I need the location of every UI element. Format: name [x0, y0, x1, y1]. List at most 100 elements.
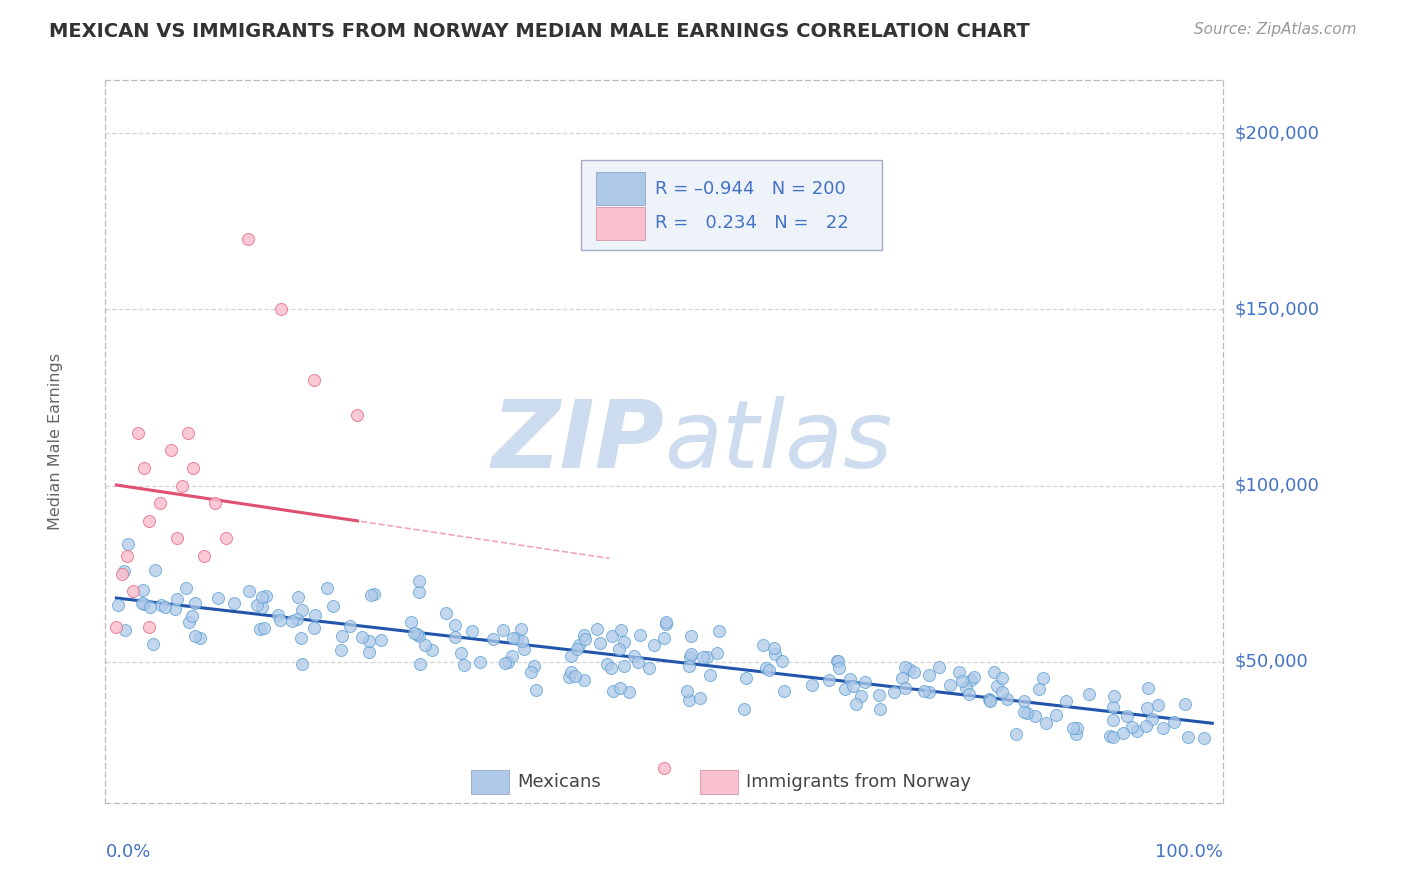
Point: [637, 661, 659, 675]
Point: [204, 496, 226, 510]
Point: [163, 601, 186, 615]
Point: [628, 628, 651, 642]
Point: [360, 588, 382, 602]
Point: [131, 582, 153, 597]
Point: [132, 461, 155, 475]
Point: [623, 649, 645, 664]
Point: [105, 619, 128, 633]
Point: [845, 698, 868, 712]
Point: [1112, 726, 1135, 740]
Point: [560, 649, 582, 664]
Point: [266, 608, 288, 623]
Point: [652, 760, 675, 774]
Point: [193, 549, 215, 563]
Point: [838, 672, 860, 686]
Point: [558, 670, 581, 684]
Point: [357, 645, 380, 659]
Point: [574, 632, 596, 646]
Point: [370, 633, 392, 648]
Point: [655, 615, 678, 629]
Point: [496, 655, 519, 669]
Point: [950, 674, 973, 689]
Point: [510, 622, 533, 636]
Point: [869, 701, 891, 715]
Point: [176, 425, 198, 440]
Point: [1102, 699, 1125, 714]
Point: [955, 681, 977, 696]
Point: [643, 638, 665, 652]
Point: [1174, 697, 1197, 711]
Point: [818, 673, 841, 688]
Point: [350, 630, 373, 644]
Point: [868, 689, 890, 703]
Point: [733, 702, 755, 716]
Point: [510, 634, 533, 648]
Text: 100.0%: 100.0%: [1156, 843, 1223, 861]
Point: [181, 461, 204, 475]
Point: [329, 643, 352, 657]
Point: [758, 664, 780, 678]
Point: [1101, 713, 1123, 727]
Point: [281, 614, 304, 628]
Point: [177, 615, 200, 630]
Point: [121, 584, 143, 599]
Point: [250, 590, 273, 604]
Point: [939, 678, 962, 692]
Point: [252, 600, 274, 615]
Point: [689, 691, 711, 706]
Point: [609, 681, 631, 695]
Point: [166, 532, 188, 546]
Point: [1126, 724, 1149, 739]
Point: [948, 665, 970, 680]
Point: [291, 657, 314, 671]
Point: [962, 670, 984, 684]
Point: [143, 563, 166, 577]
Point: [155, 600, 177, 615]
Point: [692, 649, 714, 664]
Point: [506, 631, 529, 645]
Point: [513, 642, 536, 657]
Point: [174, 581, 197, 595]
Point: [114, 623, 136, 637]
Point: [1015, 706, 1038, 720]
Point: [990, 671, 1012, 685]
Text: $50,000: $50,000: [1234, 653, 1308, 671]
Point: [409, 657, 432, 672]
FancyBboxPatch shape: [596, 207, 645, 240]
Point: [131, 596, 153, 610]
Point: [420, 642, 443, 657]
Point: [990, 684, 1012, 698]
Point: [1024, 709, 1046, 723]
Point: [627, 655, 650, 669]
Point: [928, 660, 950, 674]
Point: [222, 596, 245, 610]
Point: [1035, 716, 1057, 731]
Point: [117, 549, 139, 563]
Text: Mexicans: Mexicans: [517, 772, 600, 791]
Point: [1177, 730, 1199, 744]
Point: [524, 683, 547, 698]
Point: [181, 609, 204, 624]
Point: [316, 581, 339, 595]
Point: [607, 642, 630, 657]
Point: [654, 617, 676, 632]
Point: [1163, 714, 1185, 729]
Point: [132, 597, 155, 611]
FancyBboxPatch shape: [700, 770, 738, 794]
Point: [363, 587, 385, 601]
Point: [160, 443, 183, 458]
Point: [707, 624, 730, 638]
Point: [1146, 698, 1168, 712]
Point: [589, 636, 612, 650]
Point: [406, 627, 429, 641]
Point: [568, 638, 591, 652]
Point: [613, 658, 636, 673]
Point: [1121, 721, 1143, 735]
Point: [127, 425, 149, 440]
Point: [302, 373, 325, 387]
Point: [995, 692, 1018, 706]
Point: [357, 633, 380, 648]
Point: [138, 514, 160, 528]
Point: [1192, 731, 1215, 745]
Point: [676, 683, 699, 698]
